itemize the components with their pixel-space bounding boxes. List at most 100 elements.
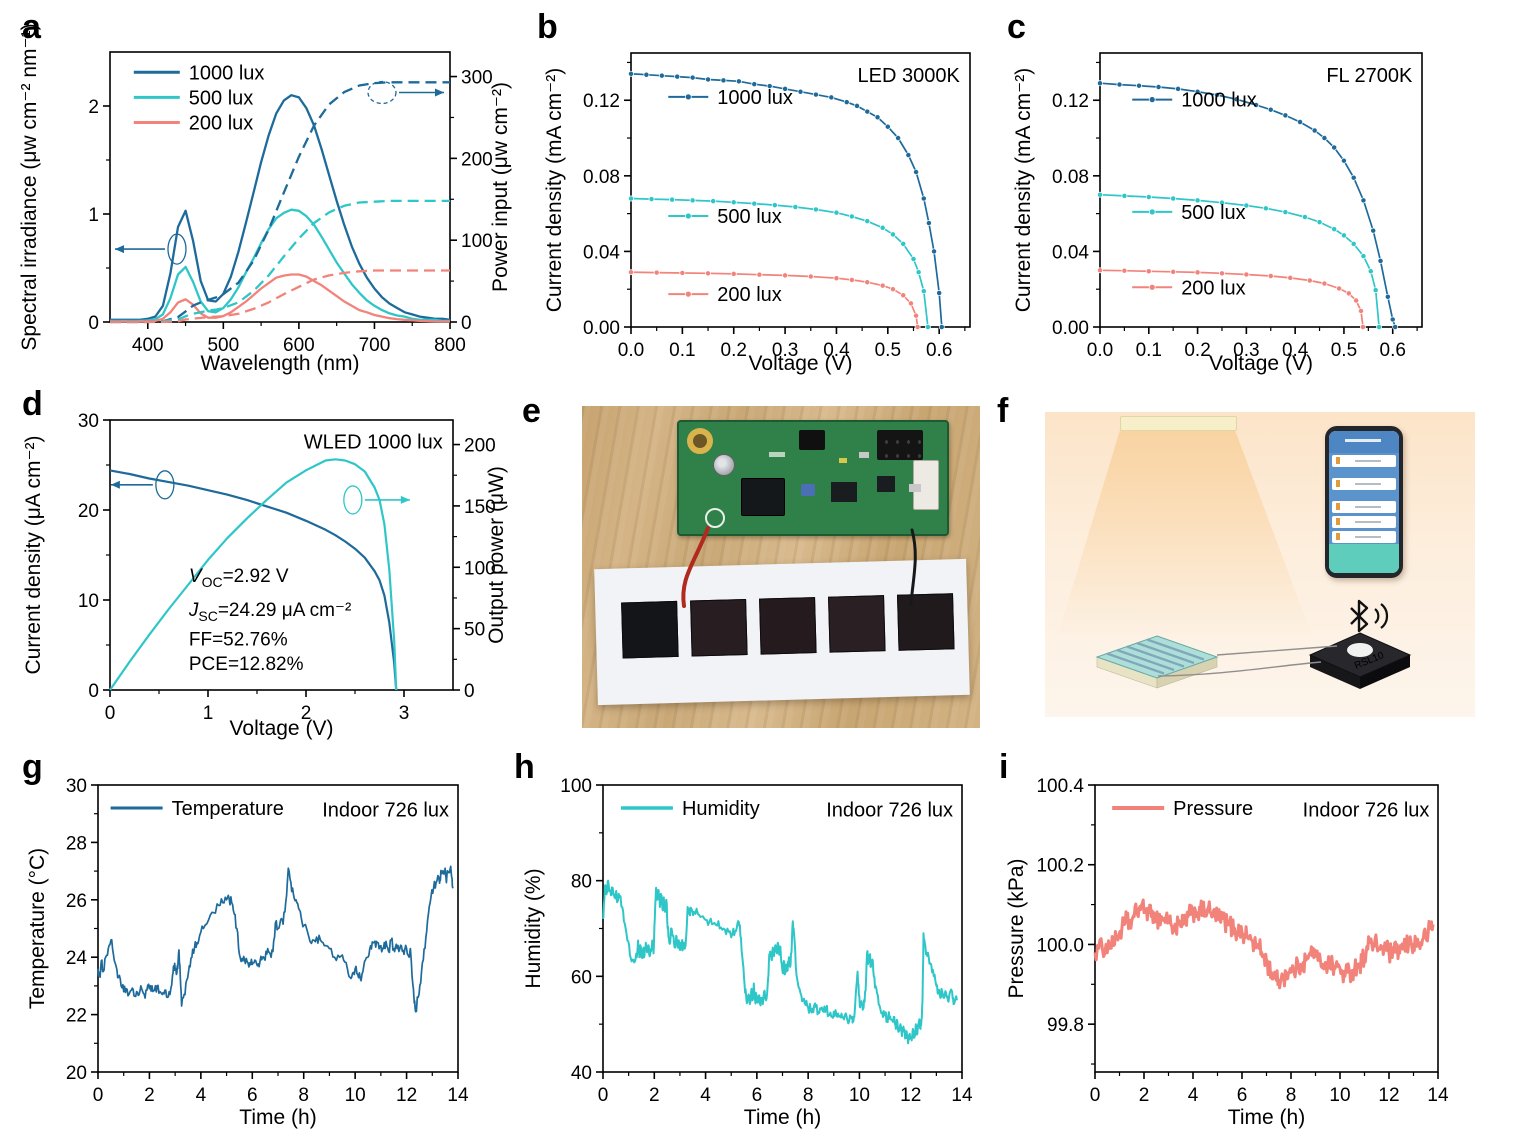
series-temperature <box>97 865 454 1013</box>
x-tick-label: 8 <box>298 1085 309 1106</box>
y2-tick-label: 100 <box>461 231 493 252</box>
x-tick-label: 0 <box>598 1085 609 1106</box>
series-jv-200lux <box>1099 269 1364 328</box>
ic-chip <box>831 482 857 502</box>
smd-component <box>859 452 869 458</box>
y-tick-label: 99.8 <box>1047 1015 1084 1036</box>
y-axis: 20 22 24 26 28 30 Temperature (°C) <box>26 776 98 1084</box>
app-footer <box>1329 544 1399 573</box>
x-tick-label: 0.2 <box>721 340 747 361</box>
series-irradiance-1000lux <box>110 94 451 321</box>
x-tick-label: 0.4 <box>1282 340 1309 361</box>
x-tick-label: 1 <box>203 703 214 724</box>
x-tick-label: 10 <box>849 1085 870 1106</box>
x-axis: 0 2 4 6 8 10 12 14 Time (h) <box>93 1072 469 1129</box>
x-axis-label: Voltage (V) <box>230 717 334 740</box>
phone-app-body <box>1329 453 1399 544</box>
series-irradiance-500lux <box>110 208 450 323</box>
axis-indicator <box>114 233 187 265</box>
y2-tick-label: 0 <box>461 313 472 334</box>
series-pressure <box>1093 898 1435 990</box>
x-tick-label: 14 <box>447 1085 469 1106</box>
row-text <box>1355 505 1381 508</box>
x-axis-label: Wavelength (nm) <box>200 352 359 375</box>
white-connector <box>913 460 939 510</box>
series-power-input-1000lux <box>110 81 450 324</box>
x-tick-label: 4 <box>700 1085 711 1106</box>
x-tick-label: 0.5 <box>1331 340 1357 361</box>
annotation: JSC=24.29 μA cm⁻² <box>188 600 351 624</box>
y-tick-label: 0 <box>88 313 99 334</box>
corner-label: Indoor 726 lux <box>1303 799 1430 821</box>
solar-module <box>1095 635 1219 689</box>
y-axis: 0.00 0.04 0.08 0.12 Current density (mA cm⁻²… <box>1012 61 1100 339</box>
plot-frame <box>630 52 971 328</box>
chart-jv-led: 0.0 0.1 0.2 0.3 0.4 0.5 0.6 Voltage (V) 0.00 0.04… <box>543 52 971 375</box>
x-tick-label: 0.1 <box>1136 340 1162 361</box>
legend-label: 200 lux <box>1181 277 1246 299</box>
series-jv-500lux <box>630 197 929 328</box>
markers-jv-1000lux <box>628 70 945 330</box>
x-tick-label: 800 <box>434 335 466 356</box>
axis-indicator <box>367 80 444 105</box>
y-axis-label: Current density (μA cm⁻²) <box>22 435 45 674</box>
axis-indicator <box>110 470 175 500</box>
panel-label-g: g <box>22 748 43 786</box>
ble-chip: RSL10 <box>1308 632 1412 689</box>
silkscreen <box>769 452 785 457</box>
markers-jv-200lux <box>628 269 921 330</box>
row-icon <box>1336 457 1340 464</box>
x-axis: 0 2 4 6 8 10 12 14 Time (h) <box>1090 1072 1449 1129</box>
ic-chip <box>741 478 785 516</box>
x-tick-label: 8 <box>1286 1085 1297 1106</box>
x-tick-label: 0.6 <box>926 340 952 361</box>
series-power-input-200lux <box>110 269 450 324</box>
x-tick-label: 400 <box>132 335 164 356</box>
series-current-density <box>109 469 398 691</box>
legend-label: Temperature <box>172 798 284 820</box>
x-tick-label: 4 <box>1188 1085 1199 1106</box>
panel-label-a: a <box>22 8 41 46</box>
wires <box>681 526 917 608</box>
row-icon <box>1336 518 1340 525</box>
legend-label: 200 lux <box>717 284 782 306</box>
legend: 1000 lux 500 lux 200 lux <box>1132 90 1257 299</box>
smd-component <box>909 484 921 492</box>
y-tick-label: 0.12 <box>1052 91 1089 112</box>
x-tick-label: 12 <box>900 1085 921 1106</box>
x-axis-label: Time (h) <box>744 1106 821 1129</box>
y-tick-label: 2 <box>88 97 99 118</box>
y-axis-label: Current density (mA cm⁻²) <box>543 68 566 312</box>
x-tick-label: 10 <box>1329 1085 1350 1106</box>
legend-label: 500 lux <box>1181 202 1246 224</box>
y-tick-label: 0.12 <box>583 91 620 112</box>
plot-frame <box>602 784 963 1073</box>
y-tick-label: 30 <box>78 411 99 432</box>
y-axis: 0 1 2 Spectral irradiance (μw cm⁻² nm⁻¹) <box>18 23 110 351</box>
y-axis: 0 10 20 30 Current density (μA cm⁻²) <box>22 411 110 702</box>
chart-root-c: 0.0 0.1 0.2 0.3 0.4 0.5 0.6 Voltage (V) 0.00 0.04… <box>1012 52 1423 375</box>
panel-label-i: i <box>999 748 1009 786</box>
jumper-block <box>799 430 825 450</box>
x-tick-label: 0 <box>105 703 116 724</box>
markers-jv-500lux <box>1097 191 1383 330</box>
y2-tick-label: 300 <box>461 68 493 89</box>
device-photo <box>582 406 980 728</box>
x-tick-label: 12 <box>1378 1085 1399 1106</box>
panel-d: d 0 1 2 3 Voltage (V) 0 10 20 30 Current density … <box>8 385 523 745</box>
x-axis-label: Time (h) <box>239 1106 316 1129</box>
panel-label-b: b <box>537 8 558 46</box>
panel-label-d: d <box>22 385 43 423</box>
annotation: PCE=12.82% <box>189 654 304 675</box>
ble-sensor-diagram: RSL10 <box>1045 412 1475 717</box>
y2-tick-label: 50 <box>464 620 485 641</box>
panel-label-f: f <box>997 392 1009 430</box>
phone-screen <box>1329 431 1399 573</box>
legend-label: 200 lux <box>189 112 254 134</box>
app-band <box>1329 491 1399 499</box>
app-row <box>1332 530 1396 543</box>
panel-label-e: e <box>522 392 541 430</box>
y-axis-label: Temperature (°C) <box>26 848 49 1009</box>
